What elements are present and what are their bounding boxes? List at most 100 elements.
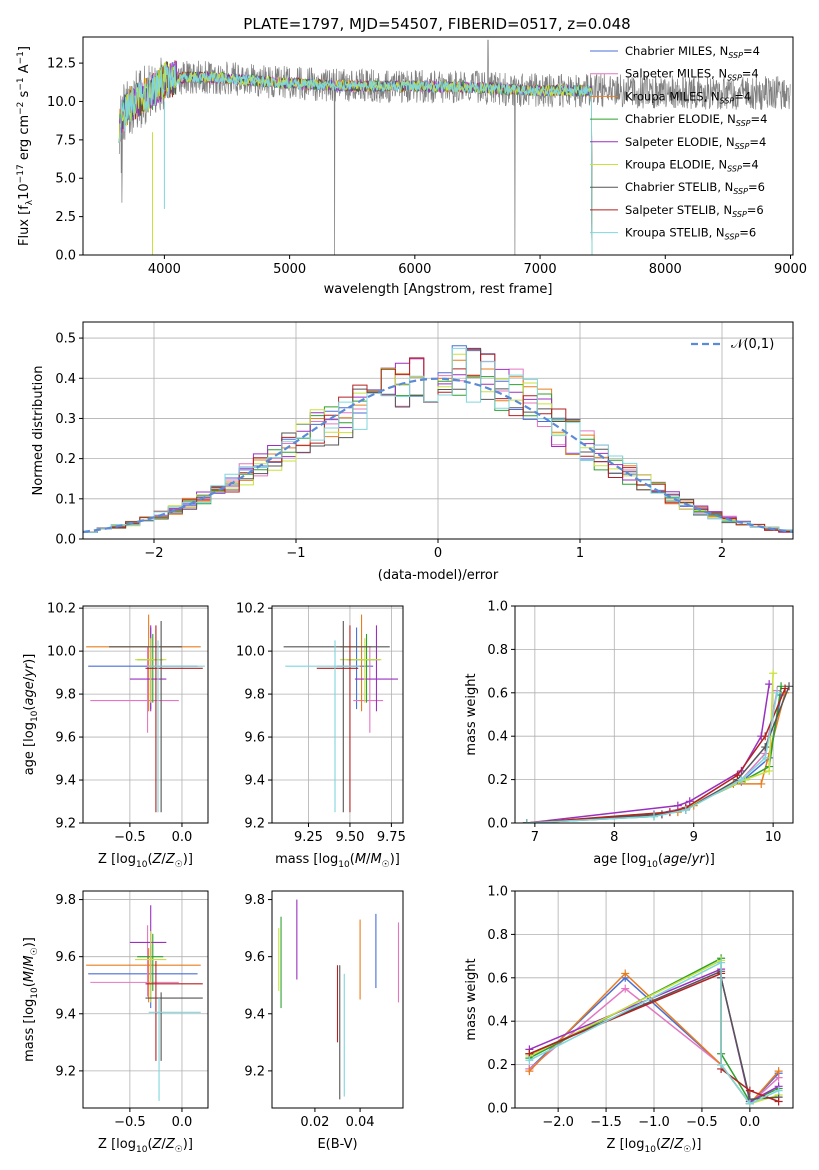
legend-entry-4: Salpeter ELODIE, NSSP=4 xyxy=(625,135,766,151)
mass-weight-marker-7 xyxy=(733,771,742,780)
axes-border xyxy=(82,36,794,256)
mass-weight-line-7 xyxy=(526,688,786,823)
plot-area xyxy=(283,614,399,813)
x-axis-label: (data-model)/error xyxy=(378,568,499,583)
x-tick-label: −1 xyxy=(286,546,305,561)
x-tick-label: 5000 xyxy=(273,262,306,277)
y-tick-label: 0.4 xyxy=(487,1015,508,1030)
mass-weight-marker-1 xyxy=(621,984,630,993)
y-axis-label: mass [log10(M/M☉)] xyxy=(22,937,40,1062)
residual-histogram-8 xyxy=(83,347,793,533)
y-tick-label: 0.2 xyxy=(487,773,508,788)
mass-weight-marker-2 xyxy=(757,779,766,788)
panel-massweight_vs_Z: −2.0 −1.5 −1.0 −0.5 0.0 0.0 0.2 0.4 0.6 0.8 1.0 Z [… xyxy=(464,885,794,1155)
axes-frame: 4000 5000 6000 7000 8000 9000 0.0 2.5 5.0 7.5 10.0… xyxy=(16,36,807,297)
axes-frame: −0.5 0.0 9.2 9.4 9.6 9.8 Z [log10(Z/Z☉)] mass [… xyxy=(22,890,209,1155)
x-tick-label: 0.04 xyxy=(346,1115,375,1130)
y-axis-label: mass weight xyxy=(464,958,479,1040)
x-tick-label: −2 xyxy=(144,546,163,561)
legend-entry-gaussian: 𝒩(0,1) xyxy=(731,337,774,352)
axes-frame: 0.02 0.04 9.2 9.4 9.6 9.8 E(B-V) xyxy=(244,890,404,1152)
y-tick-label: 9.8 xyxy=(55,688,76,703)
x-tick-label: 9.75 xyxy=(377,830,406,845)
plot-area xyxy=(522,669,793,823)
y-tick-label: 1.0 xyxy=(487,885,508,900)
x-tick-label: 7 xyxy=(531,830,539,845)
mass-weight-line-0 xyxy=(526,694,782,823)
mass-weight-marker-8 xyxy=(650,812,658,821)
y-tick-label: 5.0 xyxy=(55,172,76,187)
plot-area xyxy=(83,345,793,534)
y-tick-label: 0.2 xyxy=(487,1058,508,1073)
panel-residuals: −2 −1 0 1 2 0.0 0.1 0.2 0.3 0.4 0.5 (data-model)/er… xyxy=(31,321,794,583)
x-tick-label: 10 xyxy=(765,830,782,845)
y-tick-label: 10.0 xyxy=(47,95,76,110)
y-tick-label: 9.2 xyxy=(244,1064,265,1079)
y-tick-label: 9.4 xyxy=(55,1007,76,1022)
mass-weight-marker-2 xyxy=(621,969,630,978)
x-tick-label: −0.5 xyxy=(114,830,146,845)
mass-weight-marker-4 xyxy=(685,797,694,806)
y-tick-label: 7.5 xyxy=(55,133,76,148)
legend: Chabrier MILES, NSSP=4 Salpeter MILES, NS… xyxy=(590,44,767,242)
y-tick-label: 0.0 xyxy=(487,1102,508,1117)
x-tick-label: 9.50 xyxy=(335,830,364,845)
mass-weight-marker-8 xyxy=(737,775,746,784)
axes-border xyxy=(82,605,209,824)
y-tick-label: 0.4 xyxy=(55,372,76,387)
panel-age_vs_Z: −0.5 0.0 9.2 9.4 9.6 9.8 10.0 10.2 Z [log10(Z/Z☉… xyxy=(22,602,209,870)
mass-weight-marker-7 xyxy=(745,1086,754,1095)
x-tick-label: −0.5 xyxy=(686,1115,718,1130)
axes-frame: 9.25 9.50 9.75 9.2 9.4 9.6 9.8 10.0 10.2 mass [lo… xyxy=(236,602,406,870)
mass-weight-marker-8 xyxy=(745,1099,754,1108)
mass-weight-line-5 xyxy=(526,673,774,823)
y-tick-label: 0.5 xyxy=(55,332,76,347)
x-tick-label: 0.02 xyxy=(300,1115,329,1130)
mass-weight-marker-2 xyxy=(525,1067,534,1076)
y-tick-label: 9.2 xyxy=(55,817,76,832)
x-tick-label: 8 xyxy=(610,830,618,845)
x-tick-label: −2.0 xyxy=(542,1115,574,1130)
plot-area xyxy=(86,614,205,813)
legend-entry-2: Kroupa MILES, NSSP=4 xyxy=(625,89,751,105)
legend-entry-8: Kroupa STELIB, NSSP=6 xyxy=(625,226,756,242)
plot-area xyxy=(118,39,791,255)
y-tick-label: 0.8 xyxy=(487,643,508,658)
y-tick-label: 0.6 xyxy=(487,971,508,986)
x-tick-label: 0.0 xyxy=(172,1115,193,1130)
mass-weight-marker-7 xyxy=(761,732,770,741)
x-axis-label: Z [log10(Z/Z☉)] xyxy=(98,1137,193,1155)
y-tick-label: 0.3 xyxy=(55,412,76,427)
mass-weight-marker-8 xyxy=(773,688,782,697)
x-tick-label: −1.0 xyxy=(638,1115,670,1130)
y-tick-label: 0.0 xyxy=(55,533,76,548)
x-axis-label: Z [log10(Z/Z☉)] xyxy=(98,852,193,870)
mass-weight-line-2 xyxy=(526,692,786,823)
legend-entry-5: Kroupa ELODIE, NSSP=4 xyxy=(625,158,759,174)
x-tick-label: 1 xyxy=(576,546,584,561)
mass-weight-marker-6 xyxy=(785,682,793,691)
axes-border xyxy=(271,605,404,824)
x-tick-label: 9.25 xyxy=(294,830,323,845)
y-axis-label: Flux [fλ10−17 erg cm−2 s−1 A−1] xyxy=(16,46,35,246)
mass-weight-marker-4 xyxy=(673,801,682,810)
mass-weight-line-4 xyxy=(526,683,770,823)
x-tick-label: 0 xyxy=(434,546,442,561)
mass-weight-marker-8 xyxy=(761,753,770,762)
axes-border xyxy=(514,605,794,824)
legend-entry-6: Chabrier STELIB, NSSP=6 xyxy=(625,180,765,196)
y-tick-label: 9.8 xyxy=(55,893,76,908)
y-tick-label: 12.5 xyxy=(47,57,76,72)
y-tick-label: 9.8 xyxy=(244,893,265,908)
mass-weight-marker-5 xyxy=(769,669,778,678)
figure-title: PLATE=1797, MJD=54507, FIBERID=0517, z=0… xyxy=(243,15,630,33)
y-tick-label: 0.0 xyxy=(487,817,508,832)
mass-weight-marker-8 xyxy=(522,819,531,823)
y-tick-label: 2.5 xyxy=(55,210,76,225)
mass-weight-marker-8 xyxy=(774,1086,783,1095)
y-tick-label: 0.2 xyxy=(55,452,76,467)
plot-area xyxy=(86,905,203,1101)
y-tick-label: 9.6 xyxy=(244,731,265,746)
y-tick-label: 0.4 xyxy=(487,730,508,745)
